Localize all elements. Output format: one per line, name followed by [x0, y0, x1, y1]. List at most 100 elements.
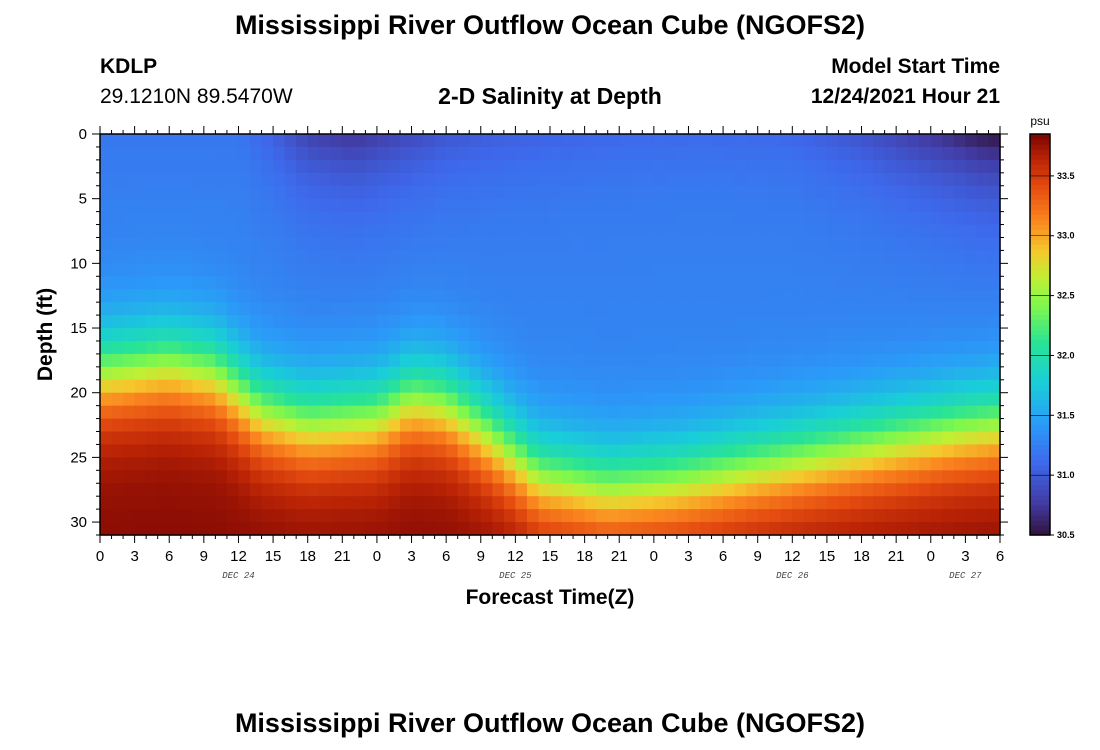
heatmap-cell — [446, 263, 459, 277]
heatmap-cell — [492, 444, 505, 458]
heatmap-cell — [953, 340, 966, 355]
heatmap-cell — [792, 457, 805, 471]
heatmap-cell — [157, 444, 170, 458]
heatmap-cell — [919, 353, 932, 368]
heatmap-cell — [330, 496, 343, 510]
heatmap-cell — [330, 470, 343, 484]
heatmap-cell — [146, 250, 159, 264]
heatmap-cell — [942, 302, 955, 316]
heatmap-cell — [550, 250, 563, 264]
heatmap-cell — [515, 470, 528, 484]
heatmap-cell — [215, 211, 228, 226]
heatmap-cell — [146, 263, 159, 277]
heatmap-cell — [953, 379, 966, 394]
heatmap-cell — [157, 263, 170, 277]
heatmap-cell — [457, 405, 470, 420]
heatmap-cell — [400, 198, 413, 213]
heatmap-cell — [896, 457, 909, 471]
heatmap-cell — [907, 172, 920, 187]
heatmap-cell — [734, 146, 747, 161]
heatmap-cell — [561, 379, 574, 394]
heatmap-cell — [550, 159, 563, 174]
heatmap-cell — [411, 159, 424, 174]
heatmap-cell — [619, 224, 632, 239]
heatmap-cell — [619, 405, 632, 420]
heatmap-cell — [423, 470, 436, 484]
heatmap-cell — [700, 185, 713, 200]
heatmap-cell — [226, 185, 240, 200]
heatmap-cell — [665, 392, 678, 407]
heatmap-cell — [746, 457, 759, 471]
heatmap-cell — [123, 418, 136, 433]
heatmap-cell — [146, 198, 159, 213]
heatmap-cell — [550, 134, 563, 148]
heatmap-cell — [734, 366, 747, 381]
heatmap-cell — [619, 496, 632, 510]
heatmap-cell — [919, 418, 932, 433]
heatmap-cell — [238, 405, 251, 420]
heatmap-cell — [423, 444, 436, 458]
heatmap-cell — [400, 496, 413, 510]
heatmap-cell — [296, 379, 309, 394]
heatmap-cell — [873, 224, 886, 239]
heatmap-cell — [919, 340, 932, 355]
heatmap-cell — [988, 444, 1001, 458]
heatmap-cell — [607, 496, 620, 510]
heatmap-cell — [319, 289, 332, 303]
colorbar-band — [1030, 264, 1050, 270]
heatmap-cell — [180, 159, 193, 174]
heatmap-cell — [503, 146, 516, 161]
colorbar-band — [1030, 459, 1050, 466]
heatmap-cell — [584, 444, 597, 458]
heatmap-cell — [226, 289, 240, 303]
heatmap-cell — [780, 134, 793, 148]
heatmap-cell — [330, 509, 343, 523]
heatmap-cell — [503, 237, 516, 252]
heatmap-cell — [607, 431, 620, 446]
heatmap-cell — [803, 366, 816, 381]
heatmap-cell — [746, 340, 759, 355]
heatmap-cell — [250, 444, 263, 458]
heatmap-cell — [526, 185, 540, 200]
heatmap-cell — [169, 211, 182, 226]
heatmap-cell — [803, 159, 816, 174]
heatmap-cell — [238, 431, 251, 446]
heatmap-cell — [850, 444, 863, 458]
heatmap-cell — [723, 172, 736, 187]
heatmap-cell — [469, 328, 482, 342]
heatmap-cell — [469, 353, 482, 368]
heatmap-cell — [226, 237, 240, 252]
heatmap-cell — [780, 379, 793, 394]
heatmap-cell — [492, 522, 505, 536]
heatmap-cell — [884, 172, 897, 187]
heatmap-cell — [250, 509, 263, 523]
heatmap-cell — [526, 522, 540, 536]
heatmap-cell — [757, 198, 770, 213]
heatmap-cell — [169, 470, 182, 484]
heatmap-cell — [884, 159, 897, 174]
heatmap-cell — [930, 457, 943, 471]
heatmap-cell — [573, 457, 586, 471]
heatmap-cell — [965, 457, 978, 471]
heatmap-cell — [146, 289, 159, 303]
heatmap-cell — [873, 522, 886, 536]
heatmap-cell — [226, 366, 240, 381]
heatmap-cell — [215, 366, 228, 381]
heatmap-cell — [480, 198, 493, 213]
heatmap-cell — [192, 366, 205, 381]
heatmap-cell — [365, 198, 378, 213]
heatmap-cell — [226, 483, 240, 497]
colorbar-band — [1030, 289, 1050, 295]
heatmap-cell — [734, 237, 747, 252]
heatmap-cell — [826, 522, 840, 536]
heatmap-cell — [815, 315, 828, 329]
heatmap-cell — [942, 315, 955, 329]
heatmap-cell — [953, 366, 966, 381]
heatmap-cell — [584, 198, 597, 213]
colorbar-band — [1030, 274, 1050, 280]
heatmap-cell — [526, 366, 540, 381]
heatmap-cell — [538, 159, 551, 174]
heatmap-cell — [284, 237, 297, 252]
heatmap-cell — [157, 457, 170, 471]
heatmap-cell — [100, 315, 113, 329]
